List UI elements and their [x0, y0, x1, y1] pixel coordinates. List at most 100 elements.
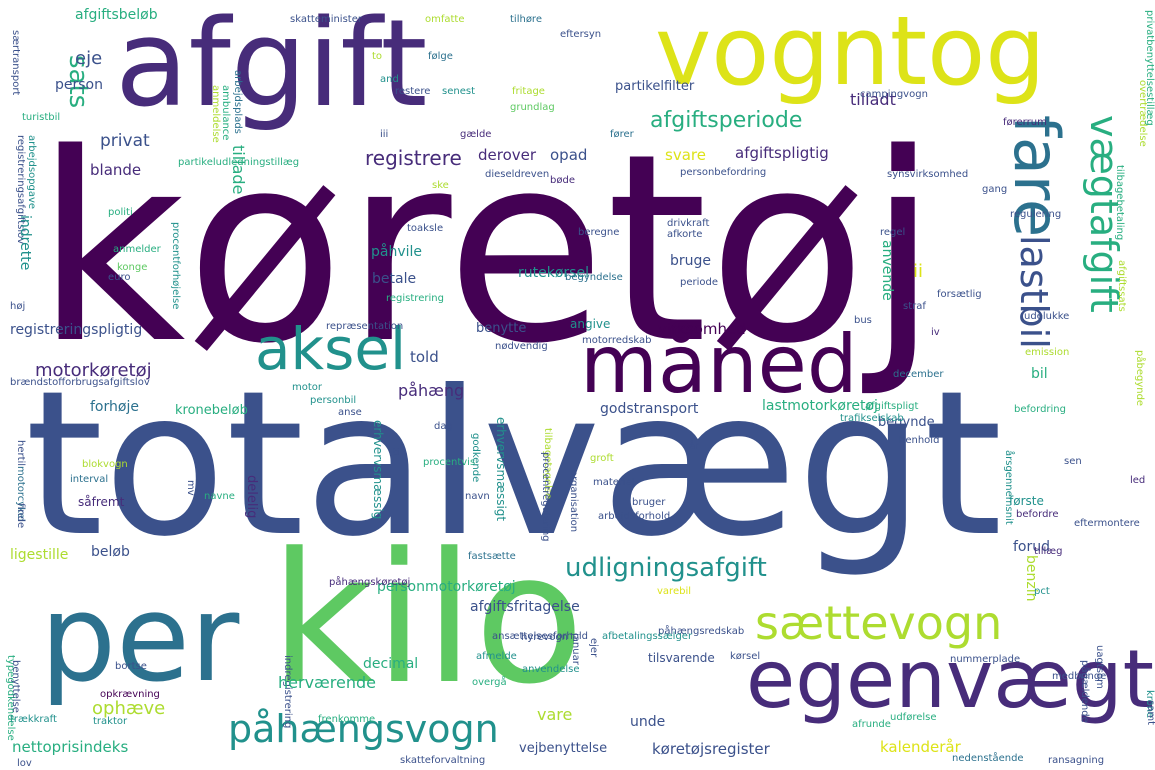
- word-pct: pct: [1034, 586, 1050, 597]
- word-afgiftsfritagelse: afgiftsfritagelse: [470, 599, 580, 615]
- word-aksel: aksel: [255, 315, 407, 383]
- word-førerrum: førerrum: [1003, 117, 1047, 128]
- word-finde: finde: [15, 503, 26, 529]
- word-toaksle: toaksle: [407, 223, 444, 234]
- word-vejbenyttelse: vejbenyttelse: [519, 741, 608, 756]
- word-person: person: [55, 77, 103, 93]
- word-navne: navne: [204, 491, 235, 502]
- word-frenkomme: frenkomme: [318, 714, 376, 725]
- word-kronebeløb: kronebeløb: [175, 403, 248, 418]
- word-emission: emission: [1025, 347, 1070, 358]
- word-brændstofforbrugsafgiftslov: brændstofforbrugsafgiftslov: [10, 377, 150, 388]
- word-påhængskøretøj: påhængskøretøj: [329, 577, 411, 588]
- word-forsætlig: forsætlig: [937, 289, 982, 300]
- word-procentregulering: procentregulering: [540, 452, 551, 542]
- word-tilsvarende: tilsvarende: [648, 651, 715, 665]
- word-nettoprisindeks: nettoprisindeks: [12, 738, 129, 756]
- word-anmeldelse: anmeldelse: [210, 85, 221, 143]
- word-anvendelse: anvendelse: [522, 664, 580, 675]
- word-rutekørsel: rutekørsel: [518, 265, 589, 281]
- word-varebil: varebil: [657, 586, 691, 597]
- word-opkrævning: opkrævning: [100, 689, 160, 700]
- word-privat: privat: [100, 131, 150, 151]
- word-registreringspligtig: registreringspligtig: [10, 322, 143, 338]
- word-told: told: [410, 348, 439, 366]
- word-konge: konge: [117, 262, 148, 273]
- word-per: per: [40, 570, 240, 709]
- word-ligestille: ligestille: [10, 547, 69, 563]
- word-omfatte: omfatte: [425, 14, 465, 25]
- word-godkende: godkende: [470, 433, 481, 483]
- word-sen: sen: [1064, 456, 1082, 467]
- word-såfremt: såfremt: [78, 495, 125, 509]
- word-dieseldreven: dieseldreven: [485, 169, 550, 180]
- word-derover: derover: [478, 146, 537, 164]
- word-personmotorkøretøj: personmotorkøretøj: [377, 579, 516, 595]
- word-registrering: registrering: [386, 293, 444, 304]
- word-påbegynde: påbegynde: [1134, 350, 1145, 407]
- word-afgiftsbeløb: afgiftsbeløb: [75, 7, 158, 23]
- word-afmelde: afmelde: [476, 651, 517, 662]
- word-afbetalingssælger: afbetalingssælger: [602, 631, 693, 642]
- word-befordre: befordre: [1016, 509, 1059, 520]
- word-decimal: decimal: [363, 656, 419, 672]
- word-afkorte: afkorte: [667, 229, 703, 240]
- word-ske: ske: [432, 180, 449, 191]
- word-synsvirksomhed: synsvirksomhed: [887, 169, 969, 180]
- word-måned: måned: [580, 318, 858, 411]
- word-mv: mv: [185, 480, 196, 496]
- word-januar: januar: [570, 633, 581, 665]
- word-straf: straf: [903, 301, 926, 312]
- word-nedenstående: nedenstående: [952, 753, 1024, 764]
- word-udførelse: udførelse: [890, 712, 937, 723]
- word-privatbenyttelsestillæg: privatbenyttelsestillæg: [1144, 10, 1155, 126]
- word-fritage: fritage: [512, 86, 545, 97]
- word-iv: iv: [931, 327, 940, 338]
- word-køretøj: køretøj: [35, 99, 940, 401]
- word-politi: politi: [108, 207, 133, 218]
- word-partikelfilter: partikelfilter: [615, 79, 695, 94]
- word-bus: bus: [854, 315, 872, 326]
- word-partikeludledningstillæg: partikeludledningstillæg: [178, 157, 300, 168]
- word-høj: høj: [10, 301, 26, 312]
- word-gælde: gælde: [460, 129, 492, 140]
- word-fører: fører: [610, 129, 634, 140]
- word-køretøjsregister: køretøjsregister: [652, 740, 770, 758]
- word-vare: vare: [537, 705, 573, 724]
- word-senest: senest: [442, 86, 475, 97]
- word-motor: motor: [292, 382, 323, 393]
- word-uagtsom: uagtsom: [1094, 645, 1105, 689]
- word-beregne: beregne: [578, 227, 620, 238]
- word-lastbil: lastbil: [1012, 235, 1056, 349]
- word-to: to: [372, 51, 383, 62]
- word-blokvogn: blokvogn: [82, 459, 128, 470]
- word-regulering: regulering: [1010, 209, 1062, 220]
- word-dag: dag: [434, 421, 453, 432]
- word-restere: restere: [395, 86, 431, 97]
- word-bøde: bøde: [550, 175, 575, 186]
- word-trækkraft: trækkraft: [10, 714, 57, 725]
- word-anmelder: anmelder: [113, 244, 161, 255]
- word-årsgennemsnit: årsgennemsnit: [1003, 450, 1014, 525]
- word-trafikselskab: trafikselskab: [840, 413, 904, 424]
- word-bruger: bruger: [632, 497, 666, 508]
- word-arbejdsopgave: arbejdsopgave: [26, 135, 37, 210]
- word-samt: samt: [1145, 700, 1155, 725]
- word-anse: anse: [338, 407, 362, 418]
- word-tilladt: tilladt: [850, 90, 896, 109]
- word-euro: euro: [108, 272, 131, 283]
- word-delelig: delelig: [244, 475, 259, 519]
- word-kilo: kilo: [270, 515, 585, 724]
- word-befordring: befordring: [1014, 404, 1066, 415]
- word-traktor: traktor: [93, 716, 128, 727]
- word-arbejdsplads: arbejdsplads: [232, 70, 243, 134]
- word-procentvis: procentvis: [423, 457, 476, 468]
- word-egenvægt: egenvægt: [746, 633, 1154, 726]
- word-opad: opad: [550, 146, 588, 164]
- word-forhøje: forhøje: [90, 399, 139, 415]
- word-registrere: registrere: [365, 146, 462, 170]
- word-gang: gang: [982, 184, 1008, 195]
- word-særtransport: særtransport: [10, 30, 21, 96]
- word-udelukke: udelukke: [1024, 311, 1070, 322]
- word-campingvogn: campingvogn: [860, 89, 928, 100]
